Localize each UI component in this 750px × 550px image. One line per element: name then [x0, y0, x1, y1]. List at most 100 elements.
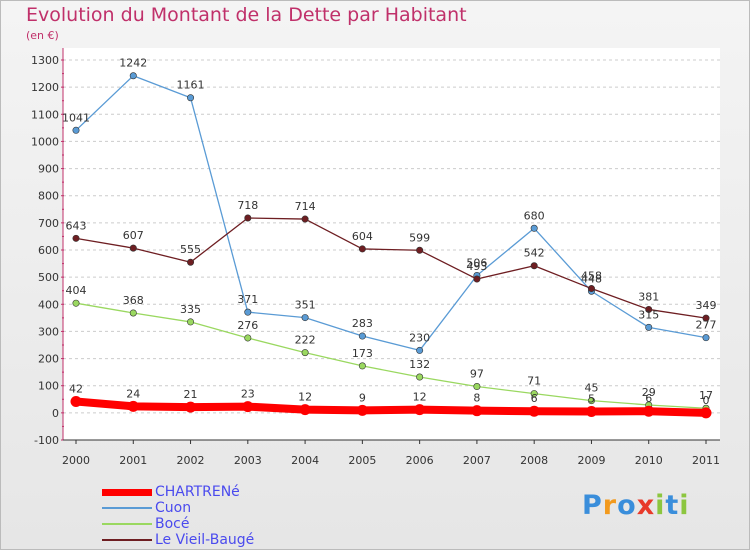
data-label: 6: [645, 392, 652, 405]
x-tick-label: 2004: [291, 454, 319, 467]
y-tick-label: -100: [34, 434, 59, 447]
legend-label: Bocé: [155, 516, 190, 532]
series-line-1: [75, 75, 707, 352]
data-label: 276: [237, 319, 258, 332]
legend-item: Bocé: [102, 516, 254, 532]
data-label: 368: [123, 294, 144, 307]
logo-letter: i: [679, 490, 690, 521]
logo-letter: o: [617, 490, 637, 521]
legend-label: CHARTRENé: [155, 484, 240, 500]
data-point: [645, 305, 653, 313]
data-label: 448: [581, 272, 602, 285]
x-tick-label: 2007: [463, 454, 491, 467]
data-label: 458: [581, 270, 602, 283]
data-point: [187, 94, 195, 102]
series-line-3: [75, 217, 707, 319]
data-point: [185, 401, 197, 413]
data-label: 8: [473, 392, 480, 405]
data-label: 222: [295, 334, 316, 347]
data-point: [299, 404, 311, 416]
data-point: [530, 262, 538, 270]
data-label: 9: [359, 391, 366, 404]
data-point: [244, 308, 252, 316]
data-point: [528, 405, 540, 417]
x-tick-label: 2003: [234, 454, 262, 467]
data-point: [187, 258, 195, 266]
data-label: 0: [703, 394, 710, 407]
data-point: [416, 346, 424, 354]
y-tick-label: 1000: [31, 135, 59, 148]
data-label: 42: [69, 382, 83, 395]
data-label: 23: [241, 388, 255, 401]
data-point: [587, 397, 595, 405]
legend-label: Cuon: [155, 500, 192, 516]
data-point: [473, 383, 481, 391]
data-label: 714: [295, 200, 316, 213]
data-label: 21: [184, 388, 198, 401]
data-point: [356, 404, 368, 416]
data-label: 1041: [62, 111, 90, 124]
legend-label: Le Vieil-Baugé: [155, 532, 255, 548]
data-point: [72, 126, 80, 134]
data-label: 404: [66, 284, 87, 297]
y-tick-label: 600: [38, 244, 59, 257]
data-label: 12: [298, 391, 312, 404]
data-point: [358, 332, 366, 340]
data-point: [416, 373, 424, 381]
data-label: 351: [295, 299, 316, 312]
x-tick-label: 2000: [62, 454, 90, 467]
y-tick-label: 0: [52, 407, 59, 420]
x-tick-label: 2002: [177, 454, 205, 467]
data-point: [587, 285, 595, 293]
data-point: [129, 309, 137, 317]
y-tick-label: 400: [38, 298, 59, 311]
data-label: 277: [696, 319, 717, 332]
legend-swatch: [102, 488, 152, 496]
data-point: [416, 246, 424, 254]
data-label: 1161: [177, 79, 205, 92]
series-line-2: [75, 302, 707, 409]
logo-letter: i: [655, 490, 666, 521]
y-tick-label: 300: [38, 325, 59, 338]
data-point: [72, 299, 80, 307]
proxiti-logo: Proxiti: [582, 490, 690, 521]
data-point: [129, 244, 137, 252]
data-label: 643: [66, 219, 87, 232]
data-label: 599: [409, 231, 430, 244]
data-label: 29: [642, 386, 656, 399]
data-label: 555: [180, 243, 201, 256]
y-tick-label: 1200: [31, 81, 59, 94]
data-label: 97: [470, 368, 484, 381]
data-label: 283: [352, 317, 373, 330]
data-label: 542: [524, 247, 545, 260]
data-label: 371: [237, 293, 258, 306]
x-tick-label: 2001: [119, 454, 147, 467]
y-tick-label: 1100: [31, 108, 59, 121]
data-label: 6: [531, 392, 538, 405]
y-tick-label: 1300: [31, 54, 59, 67]
logo-letter: r: [602, 490, 618, 521]
data-label: 12: [413, 391, 427, 404]
data-point: [471, 405, 483, 417]
data-point: [643, 405, 655, 417]
data-point: [301, 314, 309, 322]
data-label: 5: [588, 393, 595, 406]
y-tick-label: 500: [38, 271, 59, 284]
legend-swatch: [102, 539, 152, 541]
data-point: [187, 318, 195, 326]
legend-item: CHARTRENé: [102, 484, 254, 500]
data-label: 381: [638, 290, 659, 303]
data-label: 349: [696, 299, 717, 312]
x-tick-label: 2010: [635, 454, 663, 467]
y-tick-label: 200: [38, 353, 59, 366]
unit-label: (en €): [26, 29, 59, 42]
logo-letter: x: [636, 490, 656, 521]
data-point: [358, 245, 366, 253]
data-point: [244, 214, 252, 222]
y-tick-label: 900: [38, 163, 59, 176]
data-label: 607: [123, 229, 144, 242]
data-point: [72, 234, 80, 242]
data-label: 718: [237, 199, 258, 212]
data-label: 604: [352, 230, 373, 243]
